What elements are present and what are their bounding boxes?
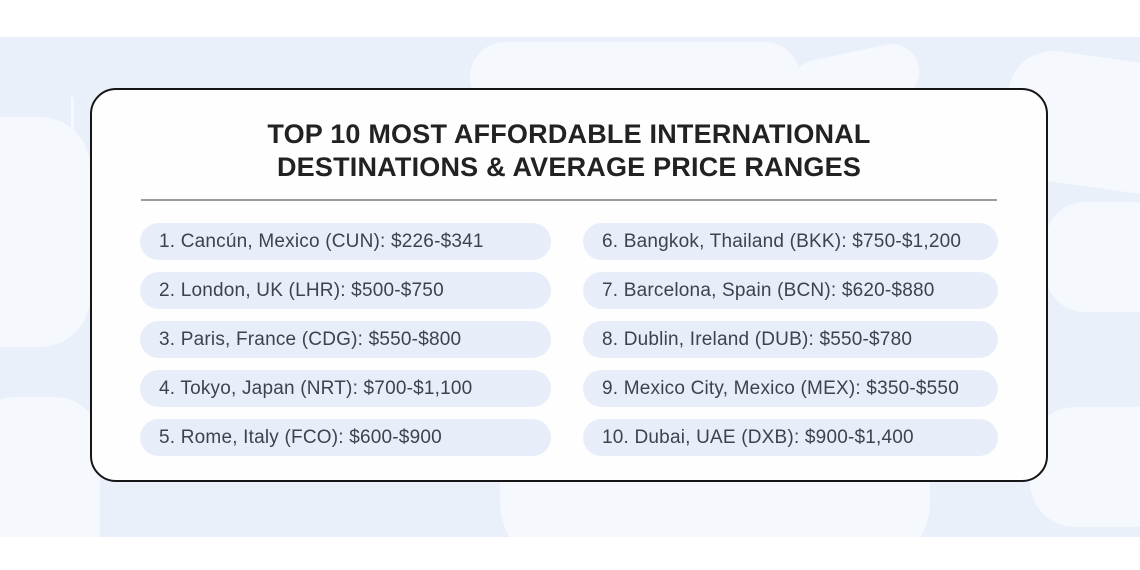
page-title: TOP 10 MOST AFFORDABLE INTERNATIONAL DES…: [92, 118, 1046, 184]
page-title-line1: TOP 10 MOST AFFORDABLE INTERNATIONAL: [267, 119, 871, 149]
destination-item-6: 6. Bangkok, Thailand (BKK): $750-$1,200: [583, 223, 998, 260]
destination-item-4: 4. Tokyo, Japan (NRT): $700-$1,100: [140, 370, 551, 407]
map-continent-shape: [1030, 407, 1140, 527]
destination-item-7: 7. Barcelona, Spain (BCN): $620-$880: [583, 272, 998, 309]
page-title-line2: DESTINATIONS & AVERAGE PRICE RANGES: [276, 152, 862, 182]
map-continent-shape: [0, 397, 100, 537]
destination-list: 1. Cancún, Mexico (CUN): $226-$341 2. Lo…: [140, 223, 1046, 456]
title-divider: [141, 199, 997, 201]
destination-item-5: 5. Rome, Italy (FCO): $600-$900: [140, 419, 551, 456]
destination-item-1: 1. Cancún, Mexico (CUN): $226-$341: [140, 223, 551, 260]
map-line: [71, 97, 74, 202]
destination-item-8: 8. Dublin, Ireland (DUB): $550-$780: [583, 321, 998, 358]
destination-item-3: 3. Paris, France (CDG): $550-$800: [140, 321, 551, 358]
infographic-card: TOP 10 MOST AFFORDABLE INTERNATIONAL DES…: [90, 88, 1048, 482]
destination-item-2: 2. London, UK (LHR): $500-$750: [140, 272, 551, 309]
destination-item-9: 9. Mexico City, Mexico (MEX): $350-$550: [583, 370, 998, 407]
map-continent-shape: [0, 117, 90, 347]
destination-item-10: 10. Dubai, UAE (DXB): $900-$1,400: [583, 419, 998, 456]
map-continent-shape: [1045, 202, 1140, 312]
